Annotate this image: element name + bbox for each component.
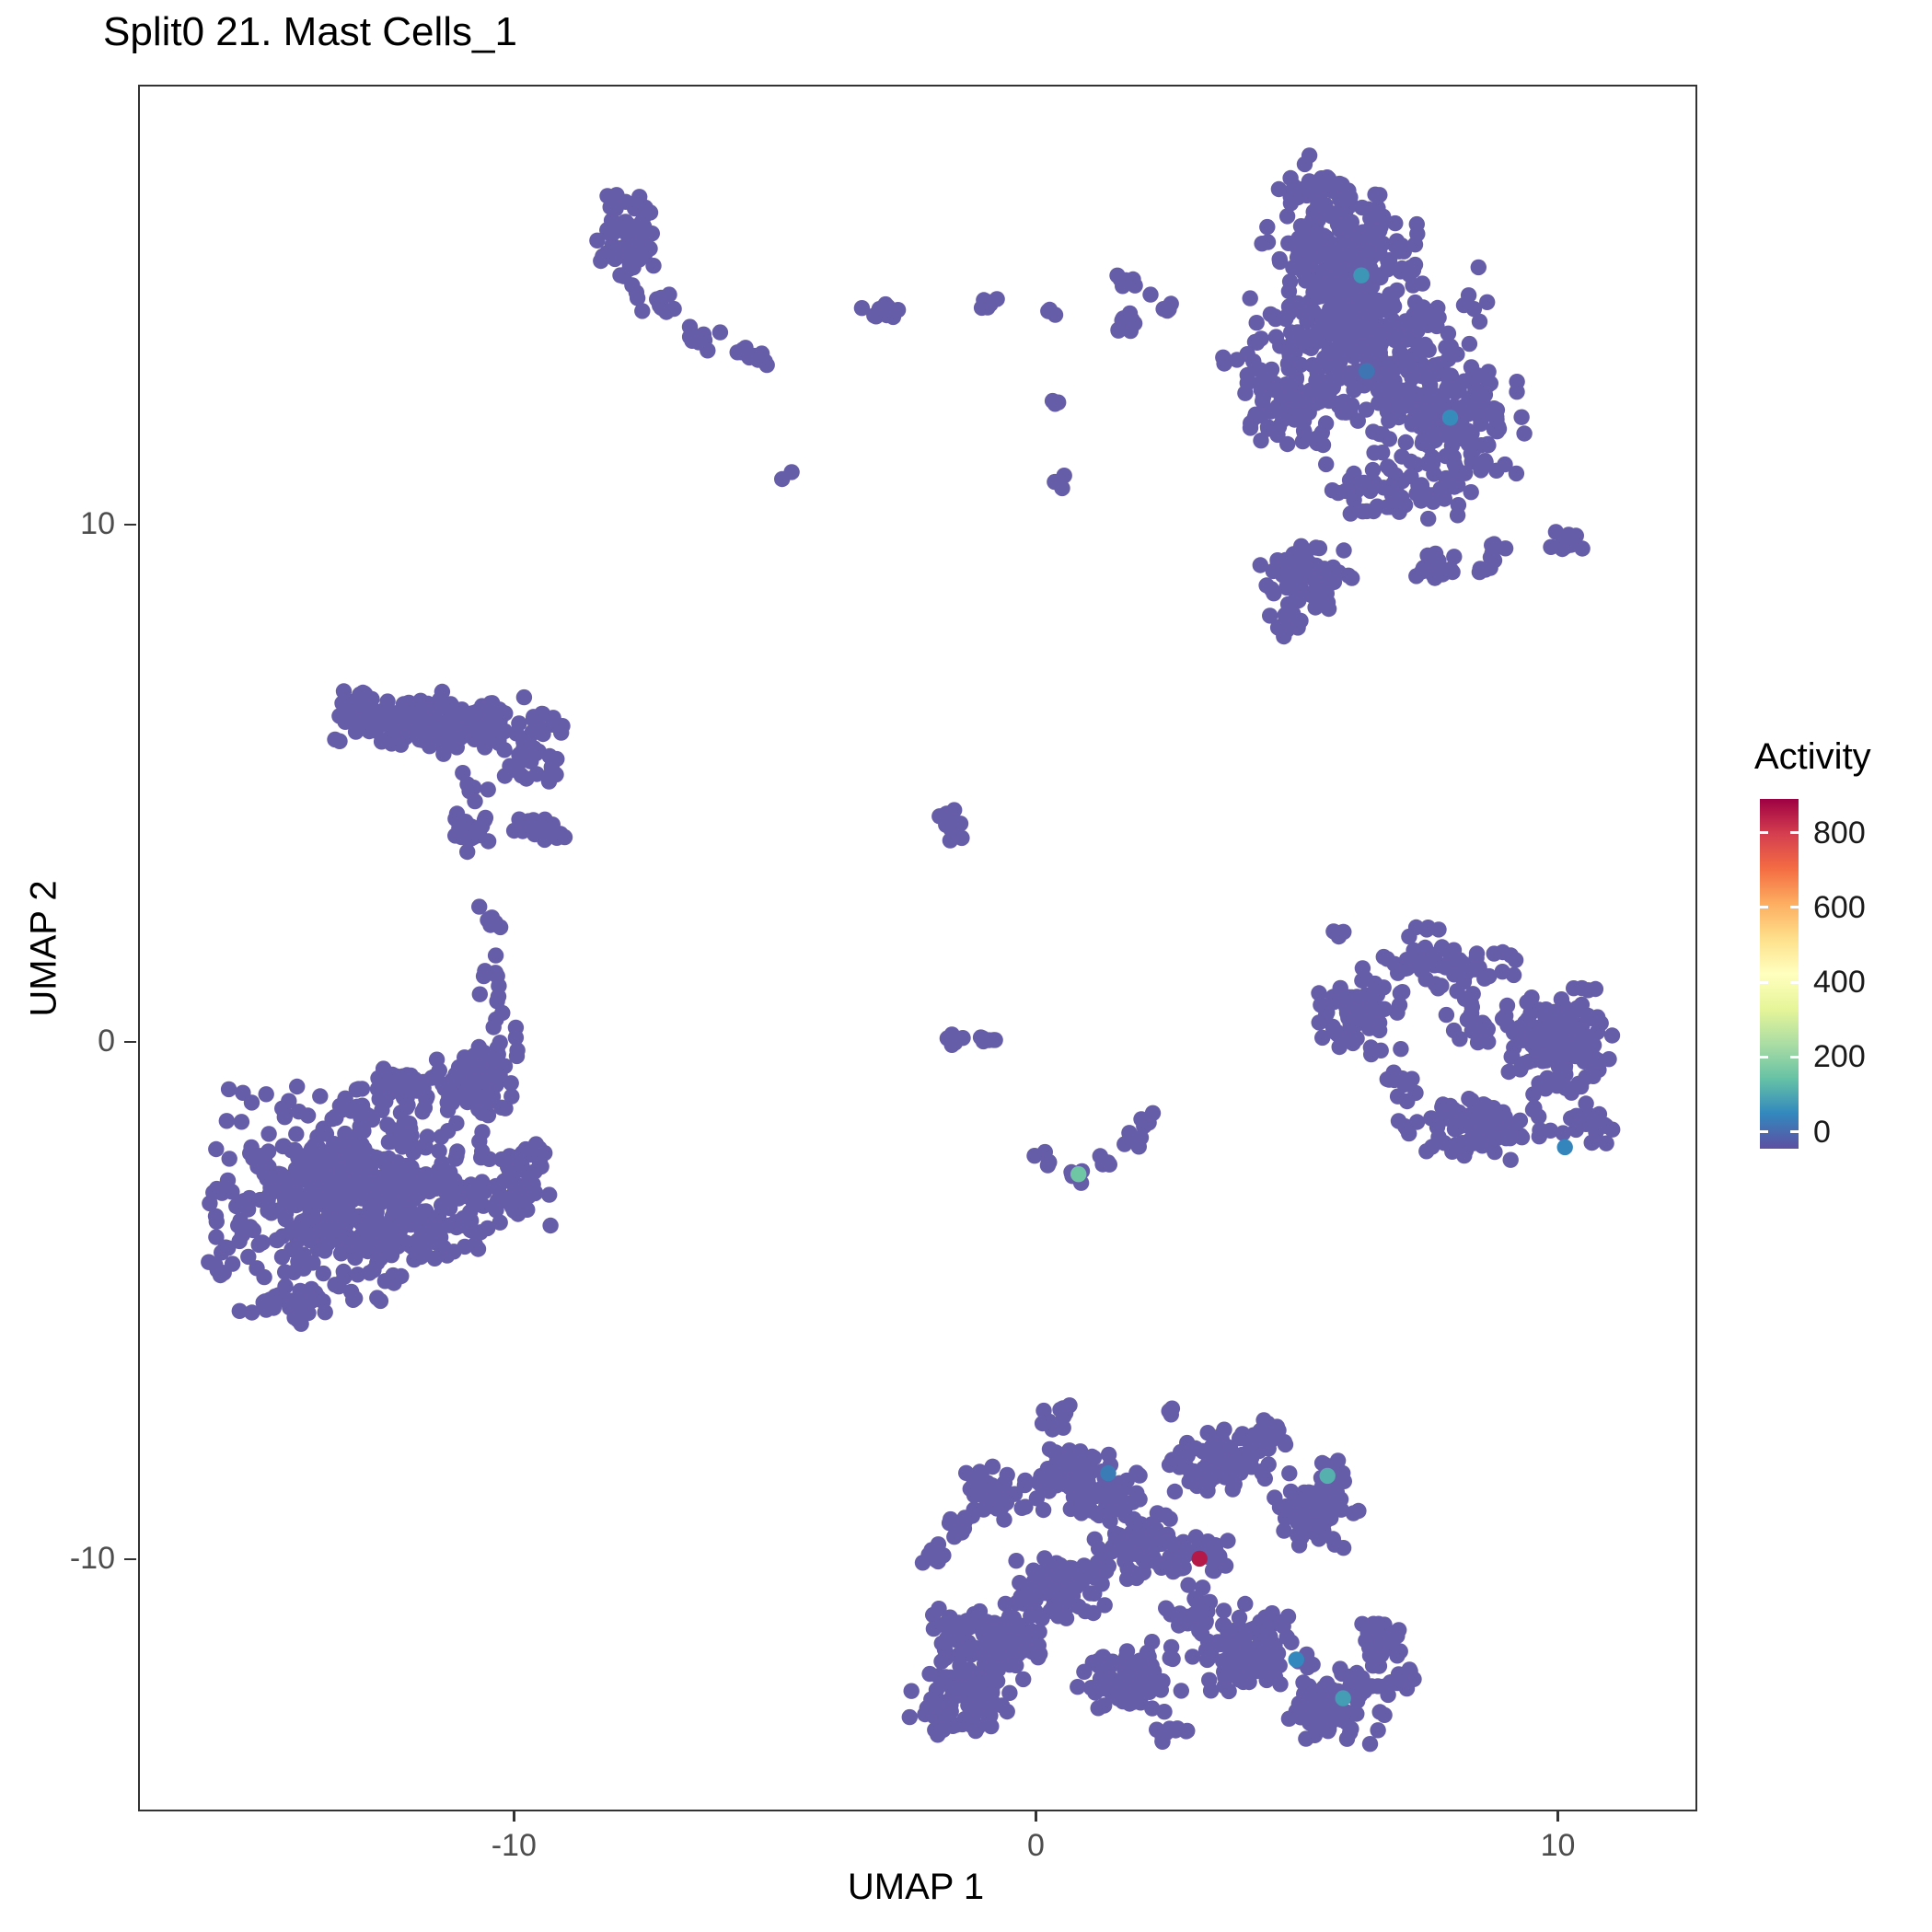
legend-tick-mark <box>1790 980 1799 984</box>
y-tick-mark <box>124 1557 136 1561</box>
legend-tick-mark <box>1790 831 1799 835</box>
x-tick-label: 10 <box>1540 1828 1576 1863</box>
high-activity-point <box>1353 267 1370 283</box>
high-activity-point <box>1100 1464 1116 1482</box>
legend-tick-label: 200 <box>1813 1039 1866 1075</box>
high-activity-point <box>1335 1690 1351 1706</box>
legend-title: Activity <box>1754 736 1871 777</box>
legend-tick-label: 600 <box>1813 889 1866 925</box>
legend-tick-mark <box>1760 831 1768 835</box>
legend-tick-label: 0 <box>1813 1114 1831 1150</box>
x-tick-mark <box>1035 1810 1037 1822</box>
y-axis-label: UMAP 2 <box>23 880 64 1017</box>
high-activity-point <box>1319 1467 1336 1485</box>
plot-panel <box>138 85 1697 1811</box>
high-activity-point <box>1359 363 1375 379</box>
y-tick-label: 0 <box>98 1024 115 1059</box>
high-activity-point <box>1556 1139 1573 1156</box>
y-tick-label: -10 <box>69 1541 115 1577</box>
x-tick-mark <box>1556 1810 1559 1822</box>
y-tick-mark <box>124 523 136 526</box>
high-activity-point <box>1070 1166 1087 1183</box>
legend-tick-mark <box>1760 980 1768 984</box>
legend-tick-mark <box>1790 906 1799 909</box>
legend-tick-mark <box>1790 1130 1799 1134</box>
umap-scatter <box>201 147 1621 1753</box>
x-tick-label: 0 <box>1026 1828 1045 1863</box>
x-tick-label: -10 <box>491 1828 537 1863</box>
y-tick-label: 10 <box>80 505 115 541</box>
legend-tick-label: 800 <box>1813 815 1866 850</box>
legend-tick-mark <box>1790 1055 1799 1059</box>
high-activity-point <box>1441 410 1459 426</box>
legend-tick-mark <box>1760 1055 1768 1059</box>
legend-tick-label: 400 <box>1813 965 1866 1001</box>
x-tick-mark <box>513 1810 515 1822</box>
x-axis-label: UMAP 1 <box>847 1867 985 1907</box>
activity-colorbar <box>1760 799 1799 1149</box>
high-activity-point <box>1191 1550 1208 1568</box>
legend-tick-mark <box>1760 1130 1768 1134</box>
y-tick-mark <box>124 1040 136 1044</box>
high-activity-point <box>1288 1651 1304 1668</box>
legend-tick-mark <box>1760 906 1768 909</box>
chart-title: Split0 21. Mast Cells_1 <box>103 9 517 54</box>
